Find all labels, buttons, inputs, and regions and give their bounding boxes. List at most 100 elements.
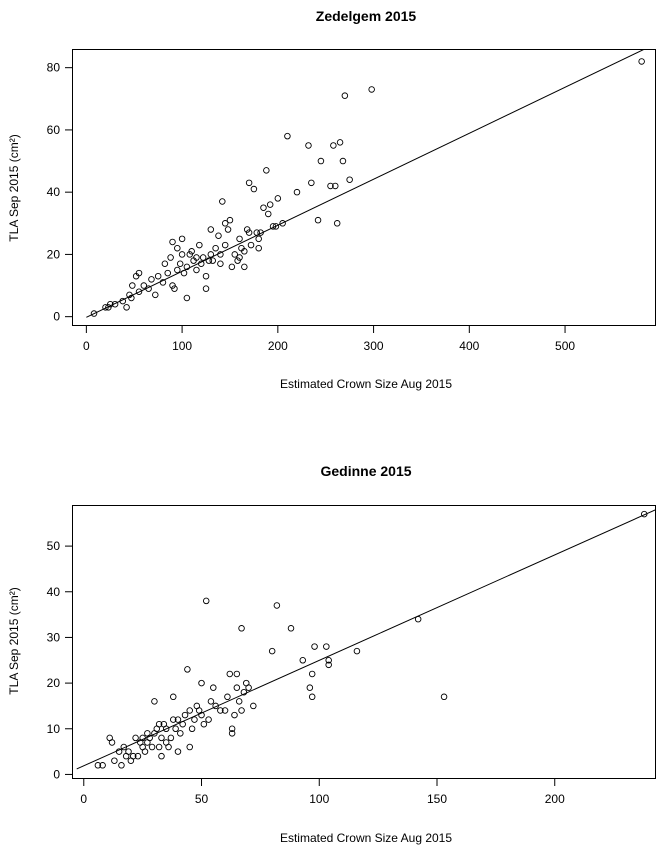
y-tick-label: 40 bbox=[47, 185, 61, 199]
data-point bbox=[148, 276, 155, 283]
data-point bbox=[638, 58, 645, 65]
data-point bbox=[221, 241, 229, 249]
data-point bbox=[207, 226, 215, 233]
data-point bbox=[177, 730, 184, 737]
data-point bbox=[193, 254, 200, 261]
data-point bbox=[245, 179, 253, 187]
data-point bbox=[108, 739, 116, 746]
data-point bbox=[188, 725, 196, 733]
data-point bbox=[99, 762, 106, 769]
y-tick-label: 20 bbox=[47, 676, 61, 690]
data-point bbox=[260, 204, 267, 211]
y-tick-label: 50 bbox=[47, 539, 61, 553]
x-tick-label: 500 bbox=[555, 339, 575, 353]
data-point bbox=[128, 294, 135, 302]
x-tick-label: 300 bbox=[364, 339, 384, 353]
data-point bbox=[305, 142, 312, 149]
data-point bbox=[196, 241, 203, 249]
y-tick-label: 30 bbox=[47, 630, 61, 644]
data-point bbox=[170, 693, 177, 701]
data-point bbox=[174, 748, 182, 755]
x-tick-label: 100 bbox=[309, 792, 329, 806]
data-point bbox=[263, 167, 270, 174]
data-point bbox=[314, 216, 322, 224]
x-tick-label: 0 bbox=[83, 339, 90, 353]
data-point bbox=[135, 288, 143, 296]
data-point bbox=[339, 157, 347, 165]
data-point bbox=[268, 647, 276, 655]
data-point bbox=[178, 251, 186, 258]
data-point bbox=[152, 291, 159, 299]
data-point bbox=[169, 238, 176, 246]
data-point bbox=[135, 269, 143, 277]
data-point bbox=[158, 734, 165, 742]
y-axis-label: TLA Sep 2015 (cm²) bbox=[7, 134, 21, 241]
data-point bbox=[323, 643, 330, 650]
data-point bbox=[198, 679, 205, 687]
data-point bbox=[217, 707, 224, 714]
data-point bbox=[129, 282, 136, 289]
data-point bbox=[215, 232, 222, 239]
data-point bbox=[183, 294, 191, 302]
data-point bbox=[236, 254, 243, 261]
data-point bbox=[120, 743, 128, 751]
y-axis-label: TLA Sep 2015 (cm²) bbox=[7, 587, 21, 694]
data-point bbox=[171, 285, 178, 292]
data-point bbox=[308, 179, 315, 187]
data-point bbox=[111, 757, 118, 764]
data-point bbox=[207, 698, 215, 705]
data-point bbox=[167, 254, 174, 261]
data-point bbox=[245, 229, 253, 236]
data-point bbox=[178, 235, 186, 243]
data-point bbox=[132, 734, 139, 742]
data-point bbox=[174, 266, 181, 274]
data-point bbox=[209, 257, 216, 264]
data-point bbox=[330, 142, 337, 149]
data-point bbox=[228, 730, 236, 737]
data-point bbox=[167, 734, 175, 742]
y-tick-label: 0 bbox=[53, 767, 60, 781]
chart-gedinne: Gedinne 2015 Estimated Crown Size Aug 20… bbox=[7, 463, 656, 845]
data-point bbox=[233, 670, 241, 678]
data-point bbox=[172, 725, 179, 733]
data-point bbox=[140, 282, 148, 289]
data-point bbox=[308, 670, 316, 678]
y-tick-label: 60 bbox=[47, 123, 61, 137]
x-axis-label: Estimated Crown Size Aug 2015 bbox=[280, 377, 452, 391]
data-point bbox=[250, 702, 257, 710]
data-point bbox=[228, 263, 236, 271]
data-point bbox=[336, 139, 344, 146]
data-point bbox=[154, 272, 162, 280]
x-tick-label: 0 bbox=[80, 792, 87, 806]
data-point bbox=[202, 272, 210, 280]
data-point bbox=[184, 666, 191, 673]
data-point bbox=[299, 657, 307, 664]
data-point bbox=[272, 223, 280, 230]
data-point bbox=[226, 670, 234, 678]
data-point bbox=[287, 625, 295, 632]
data-point bbox=[148, 743, 156, 751]
data-point bbox=[198, 711, 205, 719]
data-point bbox=[241, 263, 248, 271]
y-tick-label: 80 bbox=[47, 61, 61, 75]
data-point bbox=[145, 285, 152, 292]
data-point bbox=[107, 300, 114, 308]
data-point bbox=[90, 310, 98, 317]
regression-line bbox=[86, 49, 646, 318]
data-point bbox=[265, 210, 272, 218]
data-point bbox=[197, 260, 205, 268]
data-point bbox=[325, 657, 332, 664]
data-point bbox=[273, 602, 281, 609]
data-point bbox=[236, 235, 243, 243]
data-point bbox=[255, 235, 262, 243]
data-point bbox=[250, 185, 258, 193]
data-point bbox=[217, 251, 224, 258]
data-point bbox=[311, 643, 318, 650]
data-point bbox=[155, 720, 163, 728]
data-point bbox=[155, 743, 163, 751]
data-point bbox=[240, 688, 248, 696]
data-point bbox=[257, 229, 264, 236]
data-point bbox=[165, 743, 172, 751]
data-point bbox=[161, 260, 169, 268]
